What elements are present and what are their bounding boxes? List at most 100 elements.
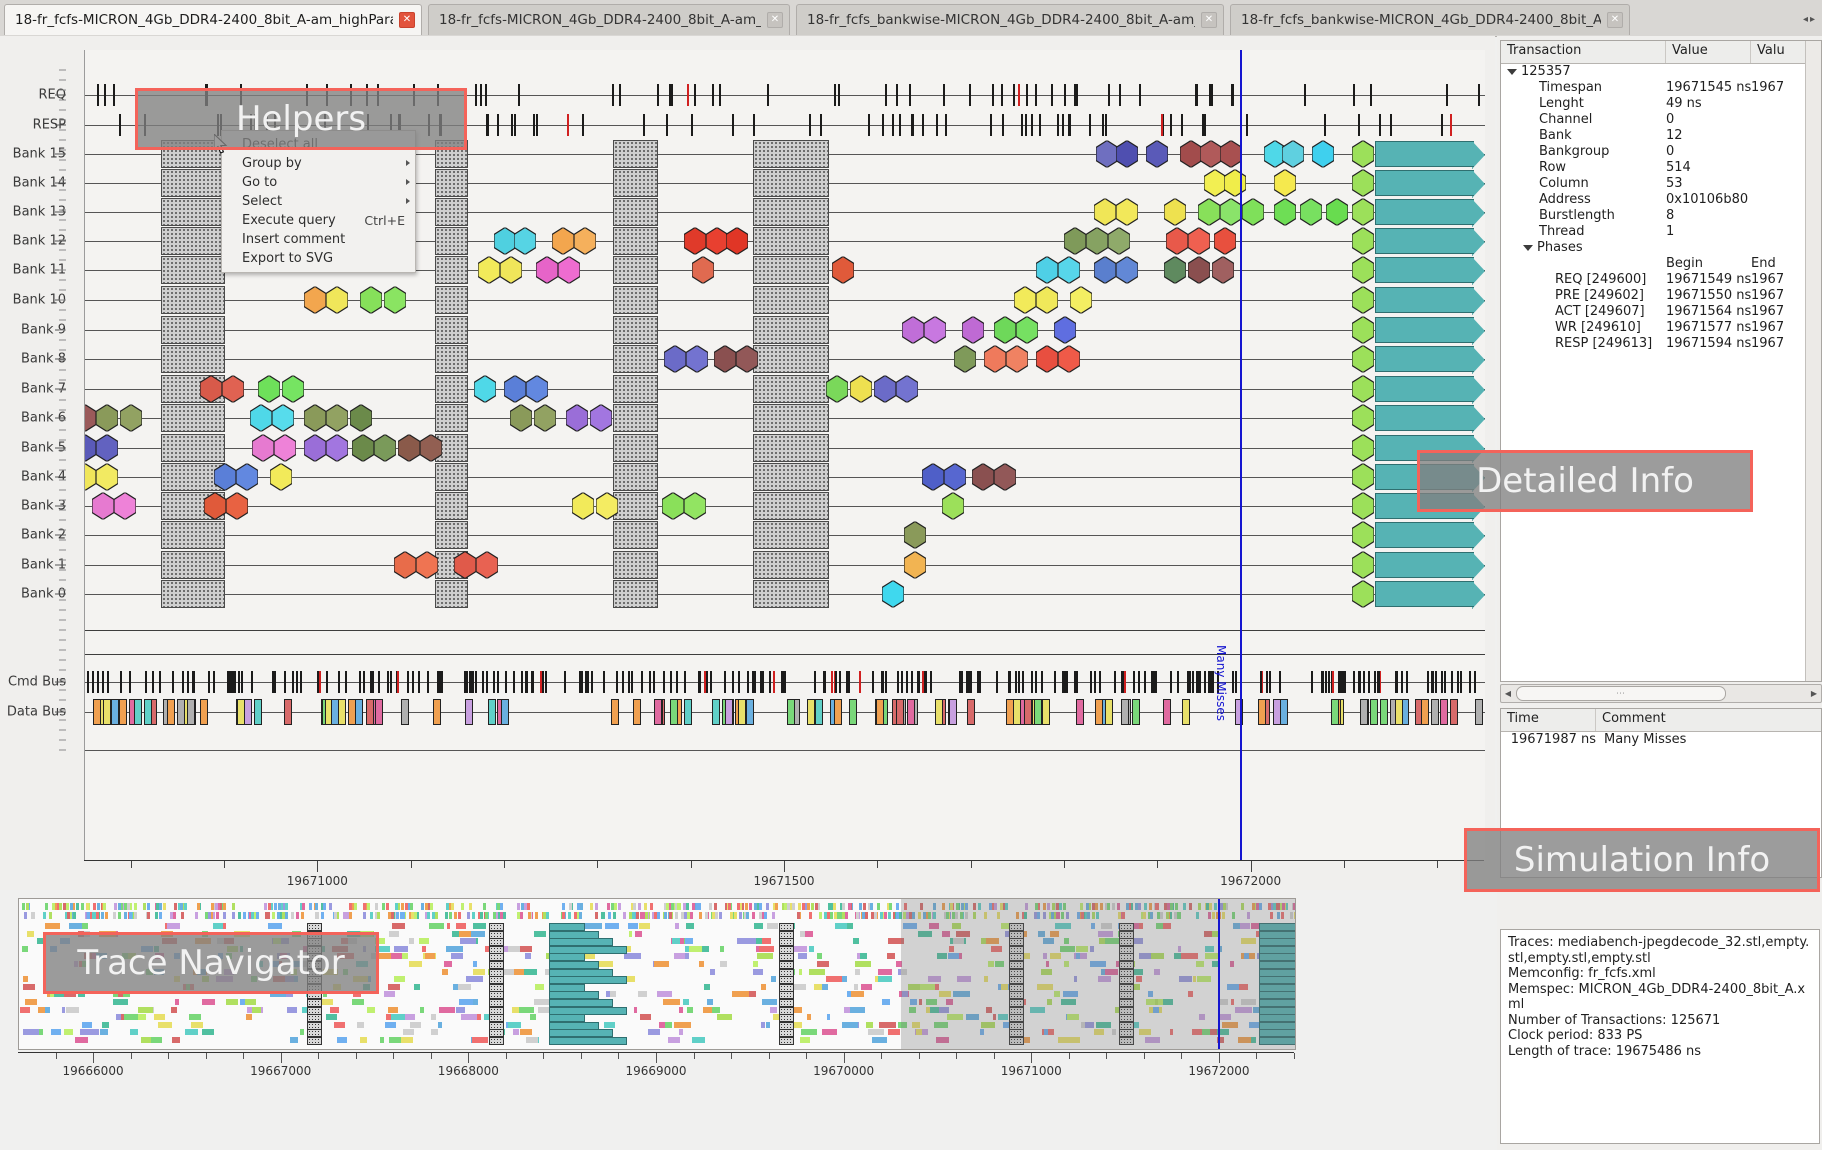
transaction-phase-hexagon[interactable] bbox=[558, 256, 580, 284]
transaction-phase-hexagon[interactable] bbox=[944, 463, 966, 491]
bus-event-tick[interactable] bbox=[439, 671, 441, 693]
bus-event-tick[interactable] bbox=[296, 671, 298, 693]
bus-event-tick[interactable] bbox=[1359, 671, 1361, 693]
bus-event-tick[interactable] bbox=[234, 671, 236, 693]
bus-event-tick[interactable] bbox=[1196, 671, 1198, 693]
transaction-phase-hexagon[interactable] bbox=[552, 227, 574, 255]
bus-event-tick[interactable] bbox=[1039, 114, 1041, 136]
expand-triangle-icon[interactable] bbox=[1523, 244, 1533, 251]
bus-event-tick[interactable] bbox=[760, 671, 762, 693]
data-bus-slot[interactable] bbox=[1132, 699, 1140, 725]
transaction-phase-hexagon[interactable] bbox=[924, 316, 946, 344]
transaction-phase-hexagon[interactable] bbox=[736, 345, 758, 373]
transaction-phase-hexagon[interactable] bbox=[526, 375, 548, 403]
bus-event-tick[interactable] bbox=[145, 671, 147, 693]
transaction-phase-hexagon[interactable] bbox=[1220, 140, 1242, 168]
bus-event-tick[interactable] bbox=[1001, 84, 1003, 106]
bus-event-tick[interactable] bbox=[753, 114, 755, 136]
bus-event-tick[interactable] bbox=[208, 671, 210, 693]
transaction-field-row[interactable]: Burstlength 8 bbox=[1501, 208, 1821, 224]
bus-event-tick[interactable] bbox=[1209, 84, 1211, 106]
bus-event-tick[interactable] bbox=[1133, 671, 1135, 693]
bus-event-tick[interactable] bbox=[532, 671, 534, 693]
data-bus-slot[interactable] bbox=[712, 699, 720, 725]
transaction-field-row[interactable]: Lenght 49 ns bbox=[1501, 96, 1821, 112]
bus-event-tick[interactable] bbox=[896, 84, 898, 106]
column-transaction[interactable]: Transaction bbox=[1501, 41, 1666, 63]
tab-close-icon[interactable]: ✕ bbox=[399, 12, 415, 28]
bus-event-tick[interactable] bbox=[882, 114, 884, 136]
bus-event-tick[interactable] bbox=[1099, 671, 1101, 693]
bus-event-tick[interactable] bbox=[1363, 671, 1365, 693]
bus-event-tick[interactable] bbox=[338, 671, 340, 693]
bus-event-tick[interactable] bbox=[472, 671, 474, 693]
bus-event-tick[interactable] bbox=[1266, 671, 1268, 693]
transaction-table-hscrollbar[interactable]: ◀ ⋯ ▶ bbox=[1500, 684, 1822, 703]
transaction-root-row[interactable]: 125357 bbox=[1501, 64, 1821, 80]
bus-event-tick[interactable] bbox=[669, 84, 671, 106]
idle-block[interactable] bbox=[613, 286, 658, 314]
data-bus-slot[interactable] bbox=[815, 699, 823, 725]
bus-event-tick[interactable] bbox=[412, 671, 414, 693]
transaction-phase-hexagon[interactable] bbox=[504, 375, 526, 403]
bus-event-tick[interactable] bbox=[831, 671, 833, 693]
tab-scroll-right-icon[interactable]: ▸ bbox=[1810, 13, 1816, 25]
bus-event-tick[interactable] bbox=[1181, 114, 1183, 136]
bus-event-tick[interactable] bbox=[1390, 114, 1392, 136]
transaction-phase-hexagon[interactable] bbox=[96, 404, 118, 432]
transaction-phase-hexagon[interactable] bbox=[304, 286, 326, 314]
data-bus-slot[interactable] bbox=[1042, 699, 1050, 725]
idle-block[interactable] bbox=[753, 286, 829, 314]
data-bus-slot[interactable] bbox=[200, 699, 208, 725]
bus-event-tick[interactable] bbox=[187, 671, 189, 693]
trace-navigator-selection[interactable] bbox=[900, 899, 1295, 1049]
transaction-field-row[interactable]: Row 514 bbox=[1501, 160, 1821, 176]
transaction-phase-hexagon[interactable] bbox=[1094, 256, 1116, 284]
bus-event-tick[interactable] bbox=[616, 671, 618, 693]
bus-event-tick[interactable] bbox=[1474, 671, 1476, 693]
data-bus-slot[interactable] bbox=[1024, 699, 1032, 725]
transaction-field-row[interactable]: Column 53 bbox=[1501, 176, 1821, 192]
transaction-phase-hexagon[interactable] bbox=[252, 434, 274, 462]
idle-block[interactable] bbox=[613, 256, 658, 284]
menu-item-execute-query[interactable]: Execute query Ctrl+E bbox=[222, 211, 415, 230]
bus-event-tick[interactable] bbox=[418, 671, 420, 693]
transaction-phase-hexagon[interactable] bbox=[500, 256, 522, 284]
bus-event-tick[interactable] bbox=[493, 671, 495, 693]
transaction-phase-hexagon[interactable] bbox=[994, 316, 1016, 344]
bus-event-tick[interactable] bbox=[1260, 671, 1262, 693]
transaction-phase-hexagon[interactable] bbox=[850, 375, 872, 403]
bus-event-tick[interactable] bbox=[603, 671, 605, 693]
transaction-phase-hexagon[interactable] bbox=[85, 434, 96, 462]
bus-event-tick[interactable] bbox=[710, 671, 712, 693]
idle-block[interactable] bbox=[435, 463, 468, 491]
bus-event-tick[interactable] bbox=[1232, 671, 1234, 693]
transaction-phase-hexagon[interactable] bbox=[1006, 345, 1028, 373]
bus-event-tick[interactable] bbox=[1189, 671, 1191, 693]
transaction-phase-hexagon[interactable] bbox=[1352, 198, 1374, 226]
data-bus-slot[interactable] bbox=[465, 699, 473, 725]
bus-event-tick[interactable] bbox=[885, 84, 887, 106]
tab-0[interactable]: 18-fr_fcfs-MICRON_4Gb_DDR4-2400_8bit_A-a… bbox=[4, 4, 422, 35]
bus-event-tick[interactable] bbox=[781, 671, 783, 693]
idle-block[interactable] bbox=[161, 521, 225, 549]
bus-event-tick[interactable] bbox=[363, 671, 365, 693]
bus-event-tick[interactable] bbox=[1153, 671, 1155, 693]
transaction-phase-hexagon[interactable] bbox=[902, 316, 924, 344]
bus-event-tick[interactable] bbox=[193, 671, 195, 693]
bus-event-tick[interactable] bbox=[585, 671, 587, 693]
bus-event-tick[interactable] bbox=[996, 671, 998, 693]
transaction-phase-hexagon[interactable] bbox=[476, 551, 498, 579]
bus-event-tick[interactable] bbox=[1344, 671, 1346, 693]
bus-event-tick[interactable] bbox=[441, 671, 443, 693]
bus-event-tick[interactable] bbox=[784, 671, 786, 693]
idle-block[interactable] bbox=[613, 404, 658, 432]
transaction-phase-hexagon[interactable] bbox=[1352, 551, 1374, 579]
bus-event-tick[interactable] bbox=[1435, 671, 1437, 693]
bus-event-tick[interactable] bbox=[1177, 671, 1179, 693]
bus-event-tick[interactable] bbox=[521, 671, 523, 693]
bus-event-tick[interactable] bbox=[1199, 671, 1201, 693]
transaction-phase-hexagon[interactable] bbox=[1014, 286, 1036, 314]
transaction-phase-hexagon[interactable] bbox=[326, 286, 348, 314]
bus-event-tick[interactable] bbox=[671, 84, 673, 106]
